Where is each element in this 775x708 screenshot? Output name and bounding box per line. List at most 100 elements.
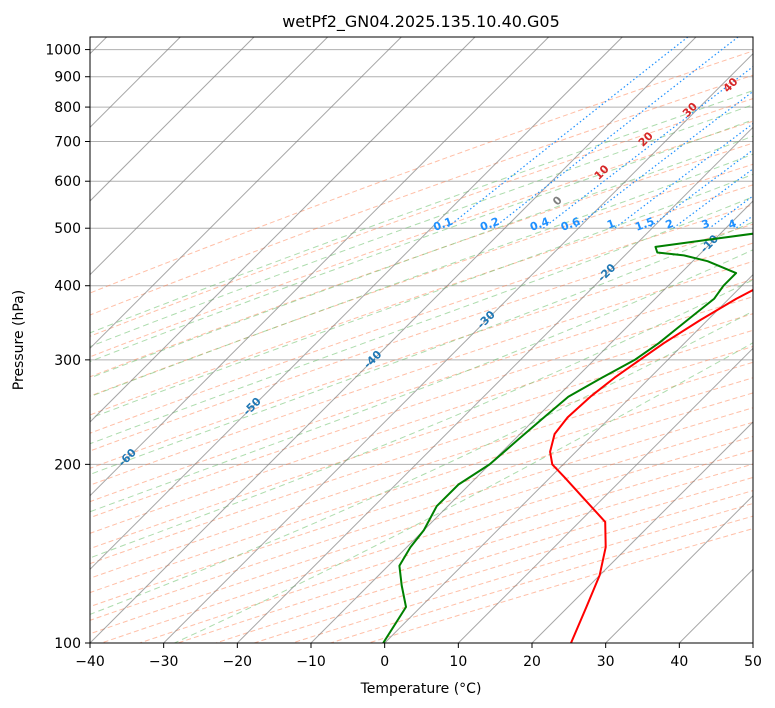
- mixing-ratio-label: 0.2: [478, 215, 501, 234]
- moist-adiabat: [90, 279, 753, 559]
- chart-title: wetPf2_GN04.2025.135.10.40.G05: [282, 12, 560, 32]
- dry-adiabat: [90, 204, 753, 434]
- isotherm-line: [90, 37, 623, 571]
- isotherm-line: [90, 37, 255, 202]
- mixing-ratio-line: [542, 65, 753, 229]
- dry-adiabat: [90, 260, 753, 486]
- x-tick-label: 30: [597, 654, 615, 670]
- dry-adiabat: [90, 120, 753, 358]
- dry-adiabat: [90, 296, 753, 519]
- mixing-ratio-label: 0.1: [432, 215, 455, 234]
- moist-adiabat: [90, 173, 753, 419]
- isotherm-line: [678, 568, 753, 643]
- sounding-profiles: [382, 232, 753, 643]
- moist-adiabats: [90, 89, 753, 643]
- y-tick-label: 200: [54, 457, 81, 473]
- adiabat-label: 40: [721, 75, 741, 95]
- adiabat-label: 0: [550, 193, 565, 208]
- mixing-ratio-label: 1.5: [633, 215, 656, 234]
- dry-adiabat: [90, 242, 753, 469]
- dry-adiabat: [90, 223, 753, 452]
- isotherm-line: [90, 37, 476, 423]
- x-tick-label: 50: [744, 654, 762, 670]
- mixing-ratio-lines: [445, 37, 753, 229]
- dry-adiabat: [254, 490, 753, 643]
- x-axis-ticks: −40 −30 −20 −10 0 10 20 30 40 50: [75, 643, 762, 670]
- mixing-ratio-label: 4: [726, 217, 738, 232]
- mixing-ratio-label: 0.6: [559, 215, 582, 234]
- moist-adiabat: [90, 221, 753, 475]
- isotherm-label: -70: [0, 488, 23, 511]
- isotherm-line: [457, 347, 753, 643]
- moist-adiabat: [90, 89, 753, 334]
- dry-adiabat: [90, 50, 753, 294]
- dry-adiabat: [90, 361, 753, 579]
- x-tick-label: 10: [449, 654, 467, 670]
- moist-adiabat: [90, 104, 753, 348]
- x-tick-label: −20: [223, 654, 253, 670]
- mixing-ratio-line: [492, 37, 739, 229]
- mixing-ratio-line: [573, 90, 753, 229]
- dry-adiabat: [90, 142, 753, 378]
- moist-adiabat: [90, 119, 753, 363]
- isotherm-line: [90, 37, 697, 643]
- temperature-profile: [549, 288, 753, 643]
- y-tick-label: 800: [54, 100, 81, 116]
- moist-adiabat: [90, 249, 753, 513]
- isotherm-line: [163, 52, 753, 643]
- y-tick-label: 300: [54, 353, 81, 369]
- mixing-ratio-label: 2: [664, 217, 676, 232]
- dry-adiabat: [215, 476, 753, 643]
- isotherms: [90, 37, 753, 643]
- y-axis-label: Pressure (hPa): [11, 290, 27, 390]
- dry-adiabat: [368, 528, 753, 643]
- isotherm-line: [605, 494, 753, 643]
- x-tick-label: 0: [380, 654, 389, 670]
- y-axis-ticks: 100 200 300 400 500 600 700 800 900 1000: [45, 43, 90, 652]
- dry-adiabat: [90, 184, 753, 416]
- mixing-ratio-label: 0.4: [528, 215, 551, 234]
- y-tick-label: 100: [54, 636, 81, 652]
- dry-adiabat: [90, 278, 753, 503]
- mixing-ratio-label: 6: [765, 217, 775, 232]
- moist-adiabat: [90, 196, 753, 445]
- mixing-ratio-label: 3: [700, 217, 712, 232]
- dry-adiabats: [90, 50, 753, 643]
- x-tick-label: −40: [75, 654, 105, 670]
- mixing-ratio-line: [735, 215, 753, 229]
- y-tick-label: 1000: [45, 43, 81, 59]
- moist-adiabat: [90, 153, 753, 398]
- x-tick-label: 40: [670, 654, 688, 670]
- dry-adiabat: [139, 449, 753, 643]
- x-tick-label: 20: [523, 654, 541, 670]
- dry-adiabat: [90, 377, 753, 594]
- mixing-ratio-line: [614, 122, 753, 229]
- plot-area: -100-90-80-70-60-50-40-30-20-10010203040…: [0, 37, 775, 643]
- dry-adiabat: [90, 329, 753, 550]
- pressure-gridlines: [90, 49, 753, 643]
- isotherm-line: [90, 37, 550, 497]
- x-axis-label: Temperature (°C): [360, 681, 482, 697]
- dewpoint-profile: [382, 232, 753, 643]
- dry-adiabat: [90, 163, 753, 397]
- moist-adiabat: [174, 342, 753, 643]
- dry-adiabat: [90, 392, 753, 608]
- mixing-ratio-label: 1: [605, 217, 617, 232]
- dry-adiabat: [90, 74, 753, 316]
- y-tick-label: 500: [54, 221, 81, 237]
- y-tick-label: 600: [54, 174, 81, 190]
- y-tick-label: 700: [54, 134, 81, 150]
- isotherm-label: -30: [475, 308, 498, 331]
- isotherm-line: [236, 126, 753, 643]
- y-tick-label: 900: [54, 70, 81, 86]
- dry-adiabat: [90, 345, 753, 565]
- dry-adiabat: [330, 515, 753, 643]
- plot-frame: [89, 36, 754, 644]
- isotherm-label: -20: [595, 261, 618, 284]
- isotherm-line: [384, 273, 753, 643]
- isotherm-line: [90, 37, 329, 276]
- isotherm-line: [90, 37, 402, 350]
- dry-adiabat: [177, 463, 753, 643]
- adiabat-label: 10: [592, 162, 612, 182]
